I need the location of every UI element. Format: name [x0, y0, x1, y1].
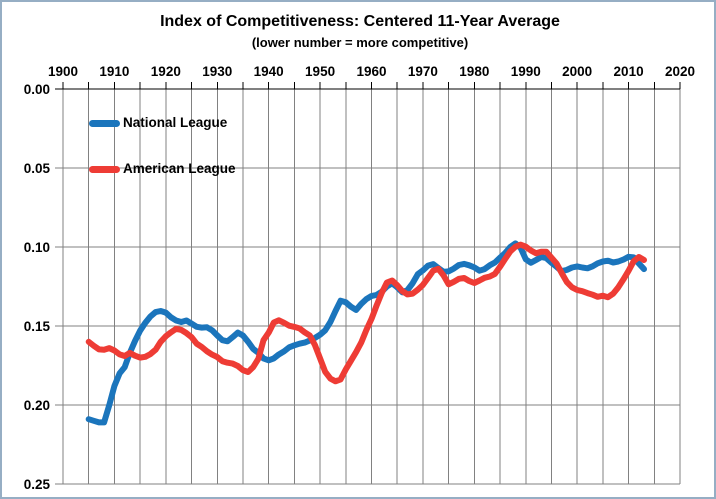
x-axis-tick-label: 1940 — [254, 64, 284, 79]
x-axis-tick-label: 1960 — [356, 64, 386, 79]
x-axis-tick-label: 1980 — [459, 64, 489, 79]
y-axis-tick-label: 0.20 — [24, 398, 50, 413]
x-axis-tick-label: 1920 — [151, 64, 181, 79]
y-axis-tick-label: 0.15 — [24, 319, 51, 334]
x-axis-tick-label: 2000 — [562, 64, 592, 79]
y-axis-tick-label: 0.00 — [24, 82, 50, 97]
legend-label-national-league: National League — [123, 115, 228, 130]
x-axis-tick-label: 1930 — [202, 64, 232, 79]
y-axis-tick-label: 0.05 — [24, 161, 51, 176]
y-axis-tick-label: 0.25 — [24, 477, 51, 492]
x-axis-tick-label: 1970 — [408, 64, 438, 79]
legend-item-american-league: American League — [89, 161, 236, 177]
legend-item-national-league: National League — [89, 115, 227, 131]
legend-swatch-american-league — [89, 165, 120, 173]
series-line-american-league — [85, 241, 647, 385]
x-axis-tick-label: 1990 — [511, 64, 541, 79]
y-axis-tick-label: 0.10 — [24, 240, 50, 255]
x-axis-tick-label: 2010 — [614, 64, 644, 79]
x-axis-tick-label: 1950 — [305, 64, 335, 79]
x-axis-tick-label: 1900 — [48, 64, 78, 79]
chart-subtitle: (lower number = more competitive) — [251, 35, 469, 50]
series-line-national-league — [85, 240, 647, 426]
legend-swatch-national-league — [89, 119, 120, 127]
x-axis-tick-label: 1910 — [99, 64, 129, 79]
x-axis-tick-label: 2020 — [665, 64, 695, 79]
chart-title: Index of Competitiveness: Centered 11-Ye… — [160, 13, 560, 30]
legend-label-american-league: American League — [123, 161, 236, 176]
